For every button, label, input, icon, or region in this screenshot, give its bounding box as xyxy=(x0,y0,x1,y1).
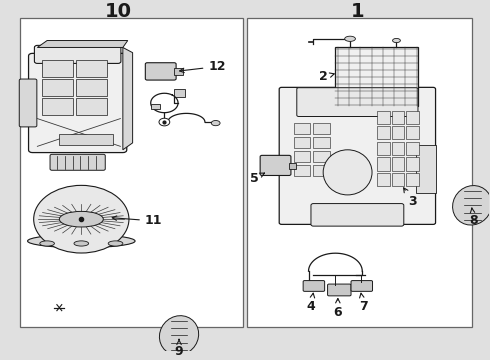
Bar xyxy=(406,157,419,171)
FancyBboxPatch shape xyxy=(260,156,291,175)
Polygon shape xyxy=(159,316,198,355)
Bar xyxy=(294,123,311,134)
FancyBboxPatch shape xyxy=(28,53,127,153)
Text: 10: 10 xyxy=(104,2,131,21)
Bar xyxy=(392,142,404,155)
Bar xyxy=(151,104,160,109)
FancyBboxPatch shape xyxy=(303,280,325,291)
Bar xyxy=(59,134,113,145)
Bar xyxy=(406,126,419,139)
FancyBboxPatch shape xyxy=(279,87,436,224)
Bar xyxy=(335,48,418,107)
Bar xyxy=(174,89,185,97)
Bar xyxy=(294,165,311,176)
Text: 1: 1 xyxy=(350,2,364,21)
Polygon shape xyxy=(123,48,133,150)
Bar xyxy=(20,18,243,327)
Text: 4: 4 xyxy=(307,293,316,313)
Bar xyxy=(314,165,330,176)
Bar xyxy=(377,142,390,155)
Bar xyxy=(76,98,107,115)
Text: 11: 11 xyxy=(112,215,162,228)
Bar xyxy=(416,145,436,193)
FancyBboxPatch shape xyxy=(34,45,121,63)
Bar xyxy=(377,173,390,186)
Bar xyxy=(76,60,107,77)
Bar xyxy=(377,157,390,171)
Ellipse shape xyxy=(27,234,135,248)
Bar xyxy=(42,98,73,115)
FancyBboxPatch shape xyxy=(328,284,351,296)
Ellipse shape xyxy=(40,241,54,246)
Bar xyxy=(406,111,419,124)
Bar xyxy=(406,173,419,186)
Text: 6: 6 xyxy=(334,298,342,319)
Bar xyxy=(377,126,390,139)
Text: 12: 12 xyxy=(180,60,226,73)
Bar xyxy=(42,79,73,96)
Polygon shape xyxy=(453,185,490,225)
Text: 7: 7 xyxy=(359,293,368,313)
Bar xyxy=(42,60,73,77)
Ellipse shape xyxy=(392,39,400,42)
FancyBboxPatch shape xyxy=(297,88,418,117)
FancyBboxPatch shape xyxy=(351,280,372,291)
Bar xyxy=(392,126,404,139)
Ellipse shape xyxy=(74,241,89,246)
Bar xyxy=(392,173,404,186)
FancyBboxPatch shape xyxy=(146,63,176,80)
FancyBboxPatch shape xyxy=(50,154,105,170)
Bar xyxy=(377,111,390,124)
Ellipse shape xyxy=(323,150,372,195)
Ellipse shape xyxy=(108,241,123,246)
Bar xyxy=(314,123,330,134)
Bar xyxy=(294,137,311,148)
Bar xyxy=(76,79,107,96)
Ellipse shape xyxy=(159,118,170,126)
Text: 5: 5 xyxy=(250,172,265,185)
Bar xyxy=(294,151,311,162)
FancyBboxPatch shape xyxy=(19,79,37,127)
Bar xyxy=(174,68,183,75)
Text: 8: 8 xyxy=(469,208,478,227)
Text: 9: 9 xyxy=(175,339,183,358)
Bar xyxy=(247,18,472,327)
Bar xyxy=(314,151,330,162)
Bar xyxy=(289,163,296,169)
Bar xyxy=(392,157,404,171)
Bar xyxy=(314,137,330,148)
Text: 3: 3 xyxy=(404,188,417,208)
Ellipse shape xyxy=(34,185,129,253)
Bar xyxy=(406,142,419,155)
Ellipse shape xyxy=(211,121,220,126)
Text: 2: 2 xyxy=(319,71,334,84)
Bar xyxy=(392,111,404,124)
Ellipse shape xyxy=(59,211,103,227)
Polygon shape xyxy=(37,41,128,48)
FancyBboxPatch shape xyxy=(311,203,404,226)
Ellipse shape xyxy=(344,36,355,41)
